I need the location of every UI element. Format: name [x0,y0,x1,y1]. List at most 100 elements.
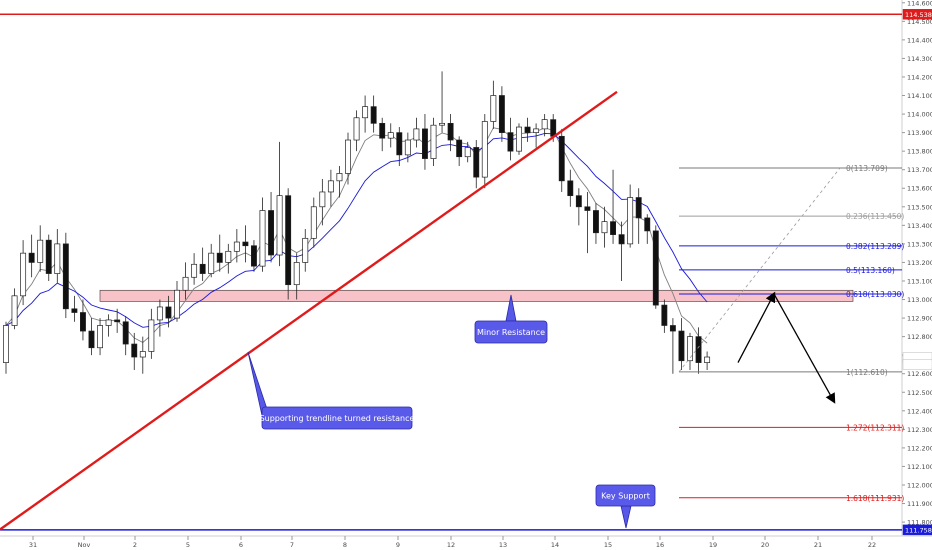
price-badge-bg [902,524,932,536]
candle-body [473,147,480,178]
candle [319,178,326,226]
candle-body [516,126,522,152]
x-tick-label: 15 [604,541,612,549]
candle-body [635,197,642,219]
candle [704,351,711,371]
candle-body [695,336,702,363]
fib-level: 0.618(113.030) [679,290,904,299]
candle [28,234,35,278]
candle-body [225,250,232,263]
candle [122,316,129,356]
moving-averages [5,127,708,344]
candle-body [644,217,651,232]
candle-body [541,119,548,130]
candle [490,80,497,129]
candle [11,288,18,330]
candle [174,280,180,322]
candle [644,214,651,244]
x-tick-label: 14 [551,541,559,549]
candle-body [345,139,351,174]
candle-body [139,351,146,358]
y-tick-label: 112.400 [907,407,932,415]
y-tick-label: 112.200 [907,444,932,452]
x-tick-label: 20 [761,541,769,549]
key-support-callout-text: Key Support [601,492,650,501]
candle [678,318,685,371]
candle-body [114,319,121,323]
candle-body [575,195,582,208]
x-tick-label: 22 [868,541,876,549]
candle-body [687,336,693,362]
fib-label: 0.382(113.289) [846,242,904,251]
y-tick-label: 113.900 [907,129,932,137]
trendline-callout: Supporting trendline turned resistance [260,406,414,430]
candle [191,253,198,285]
candles [3,71,711,374]
y-tick-label: 114.500 [907,18,932,26]
candle [592,203,599,244]
candle-body [490,95,497,122]
candle [62,232,69,319]
projection-up-arrow [737,291,776,363]
candle [268,191,275,263]
candle [156,299,163,337]
x-tick-label: Nov [78,541,91,549]
candle-body [20,252,27,297]
y-tick-label: 114.000 [907,111,932,119]
y-tick-label: 113.800 [907,148,932,156]
candle [45,234,52,281]
supporting-trendline [0,90,618,531]
candle-body [678,330,685,362]
candle [336,165,343,198]
candle-body [404,139,411,156]
candle-body [413,128,420,141]
candle [88,318,95,356]
candle [618,221,625,281]
candle [3,321,9,374]
candle-body [54,243,61,274]
candle-body [165,306,172,319]
candle-body [105,319,112,326]
annotations: Minor Resistance Supporting trendline tur… [247,294,656,529]
x-tick-label: 31 [29,541,37,549]
y-tick-label: 111.800 [907,519,932,527]
candle-body [558,135,565,182]
candle-body [45,239,52,274]
candle [516,123,522,155]
price-badge-text: 03:23:33 [905,361,932,369]
candle [507,117,514,161]
candle [481,114,488,189]
candle [661,299,668,333]
candle [139,336,146,374]
candle [71,295,78,322]
fib-label: 1.272(112.311) [846,423,904,432]
y-tick-label: 113.400 [907,222,932,230]
candle-body [79,312,86,332]
candle [396,127,403,166]
candle [105,314,112,337]
price-badge-text: 114.538 [905,11,932,19]
y-tick-label: 112.300 [907,426,932,434]
candle [387,123,394,148]
fib-label: 0.618(113.030) [846,290,904,299]
candle [439,71,446,133]
fib-level: 1.618(111.931) [679,494,904,503]
y-tick-label: 113.700 [907,166,932,174]
y-tick-label: 113.600 [907,185,932,193]
candle [695,327,702,374]
candle-body [97,325,103,349]
candle [353,110,360,152]
candle [379,117,386,152]
x-tick-label: 6 [239,541,243,549]
candle-body [62,243,69,310]
fib-label: 0.236(113.450) [846,212,904,221]
candle [498,86,505,142]
x-tick-label: 12 [447,541,455,549]
candle [216,234,223,272]
candle-body [524,126,531,133]
candle [37,225,44,272]
candle [456,136,463,166]
fib-level: 1(112.610) [679,368,902,377]
